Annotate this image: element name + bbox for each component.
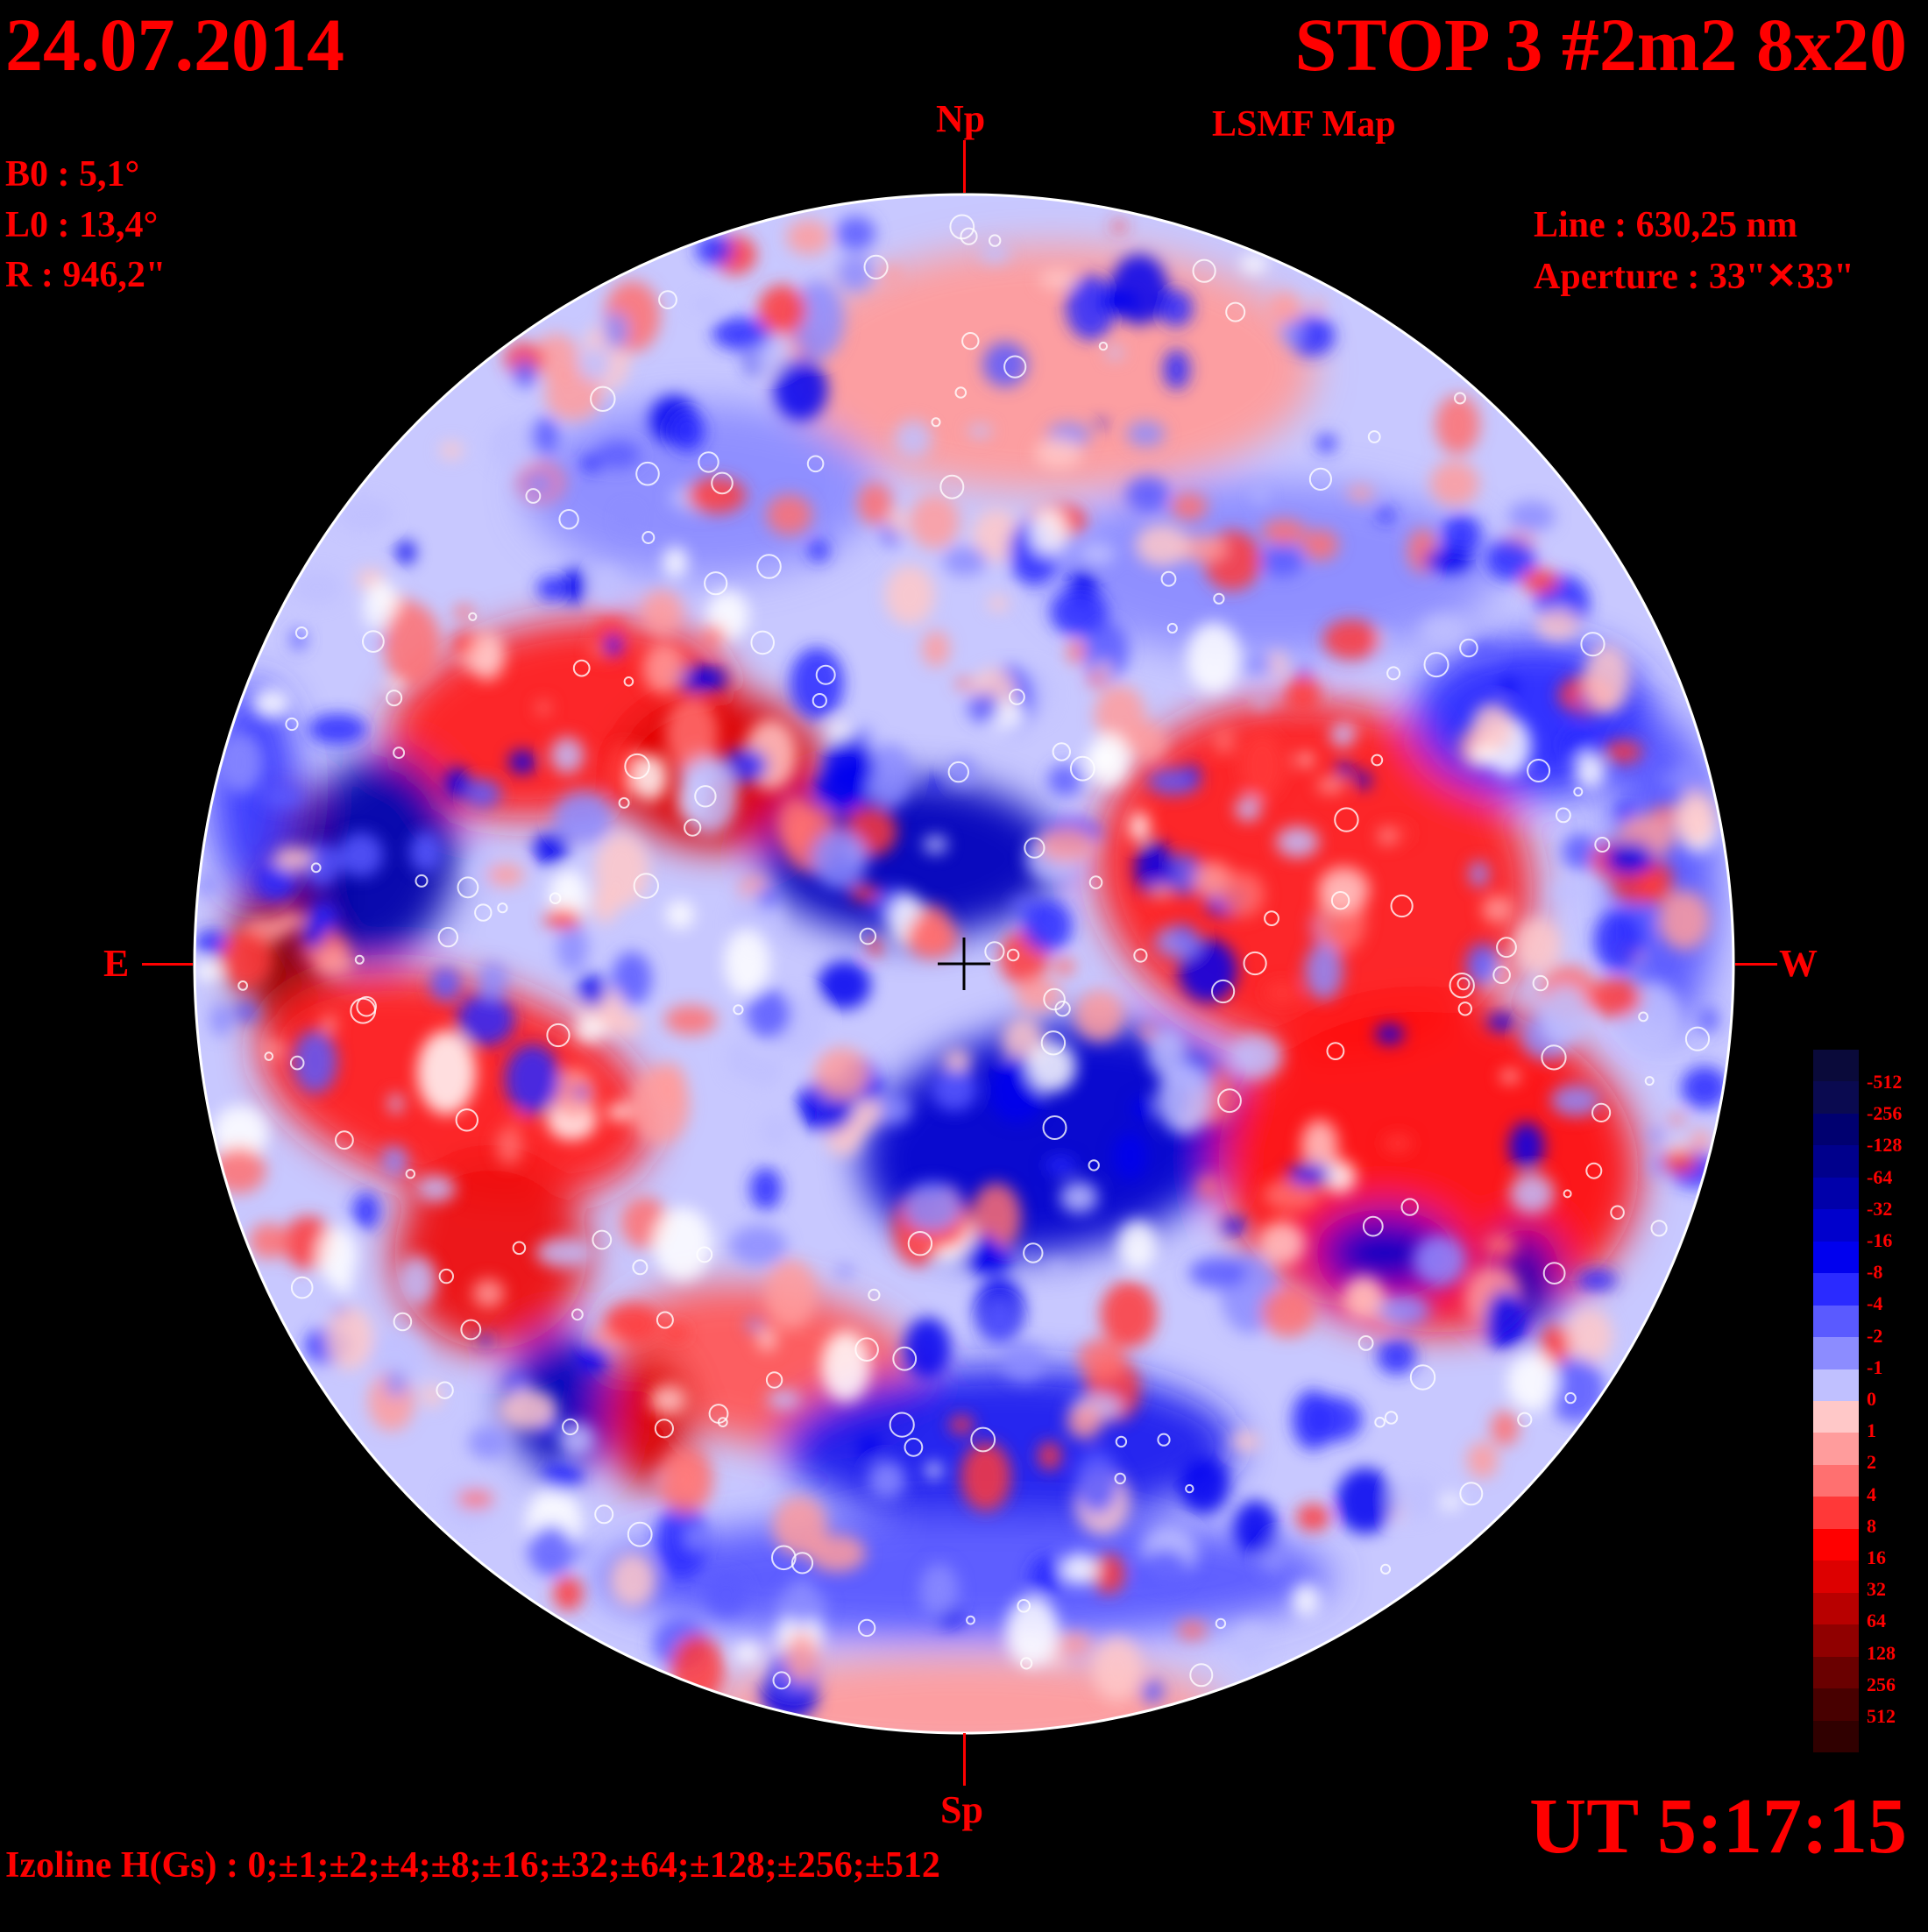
color-scale-swatch bbox=[1813, 1560, 1859, 1593]
color-scale-swatch bbox=[1813, 1688, 1859, 1721]
color-scale-swatch bbox=[1813, 1528, 1859, 1561]
color-scale-swatch bbox=[1813, 1656, 1859, 1689]
color-scale-swatch bbox=[1813, 1273, 1859, 1306]
color-scale-swatch bbox=[1813, 1305, 1859, 1338]
color-scale-label: -2 bbox=[1867, 1324, 1883, 1347]
map-subtitle: LSMF Map bbox=[1212, 104, 1396, 145]
map-title: STOP 3 #2m2 8x20 bbox=[1294, 3, 1907, 87]
param-l0: L0 : 13,4° bbox=[5, 205, 159, 245]
color-scale-swatch bbox=[1813, 1592, 1859, 1625]
north-pole-label: Np bbox=[936, 97, 986, 140]
color-scale-label: 64 bbox=[1867, 1610, 1886, 1632]
color-scale-swatch bbox=[1813, 1369, 1859, 1401]
color-scale-swatch bbox=[1813, 1433, 1859, 1465]
color-scale-swatch bbox=[1813, 1464, 1859, 1497]
color-scale-label: -8 bbox=[1867, 1261, 1883, 1284]
param-b0: B0 : 5,1° bbox=[5, 154, 140, 195]
color-scale-label: 1 bbox=[1867, 1419, 1876, 1442]
east-tick bbox=[142, 963, 193, 966]
color-scale-label: 2 bbox=[1867, 1451, 1876, 1474]
color-scale-swatch bbox=[1813, 1177, 1859, 1210]
color-scale-label: 256 bbox=[1867, 1673, 1896, 1695]
izoline-levels: Izoline H(Gs) : 0;±1;±2;±4;±8;±16;±32;±6… bbox=[5, 1845, 940, 1886]
color-scale-label: 128 bbox=[1867, 1641, 1896, 1664]
color-scale-label: -4 bbox=[1867, 1292, 1883, 1315]
west-label: W bbox=[1779, 942, 1818, 985]
color-scale-swatch bbox=[1813, 1050, 1859, 1082]
south-pole-label: Sp bbox=[940, 1788, 983, 1831]
color-scale-label: -512 bbox=[1867, 1071, 1903, 1093]
color-scale-label: -32 bbox=[1867, 1197, 1893, 1220]
color-scale-swatch bbox=[1813, 1081, 1859, 1114]
color-scale-swatch bbox=[1813, 1337, 1859, 1369]
color-scale-swatch bbox=[1813, 1400, 1859, 1433]
west-tick bbox=[1735, 963, 1777, 966]
color-scale-label: -256 bbox=[1867, 1102, 1903, 1125]
south-tick bbox=[963, 1733, 966, 1786]
color-scale-label: 32 bbox=[1867, 1578, 1886, 1601]
color-scale-swatch bbox=[1813, 1113, 1859, 1146]
color-scale-label: 4 bbox=[1867, 1483, 1876, 1505]
color-scale-label: 512 bbox=[1867, 1705, 1896, 1727]
param-radius: R : 946,2" bbox=[5, 255, 167, 295]
east-label: E bbox=[103, 942, 130, 985]
color-scale-swatch bbox=[1813, 1497, 1859, 1529]
universal-time: UT 5:17:15 bbox=[1529, 1783, 1907, 1870]
color-scale-label: -64 bbox=[1867, 1165, 1893, 1188]
color-scale-label: -1 bbox=[1867, 1355, 1883, 1378]
observation-date: 24.07.2014 bbox=[5, 3, 344, 87]
color-scale-swatch bbox=[1813, 1624, 1859, 1657]
north-tick bbox=[963, 140, 966, 193]
color-scale-label: 0 bbox=[1867, 1388, 1876, 1410]
color-scale-label: -16 bbox=[1867, 1229, 1893, 1251]
color-scale-label: 16 bbox=[1867, 1546, 1886, 1568]
color-scale-label: 8 bbox=[1867, 1514, 1876, 1537]
color-scale-label: -128 bbox=[1867, 1134, 1903, 1157]
color-scale-bar bbox=[1813, 1050, 1859, 1752]
color-scale-swatch bbox=[1813, 1720, 1859, 1752]
spectral-line: Line : 630,25 nm bbox=[1534, 205, 1798, 245]
color-scale-swatch bbox=[1813, 1209, 1859, 1242]
color-scale-swatch bbox=[1813, 1145, 1859, 1178]
field-speckles bbox=[195, 214, 1728, 1721]
color-scale-swatch bbox=[1813, 1241, 1859, 1274]
aperture-size: Aperture : 33"✕33" bbox=[1534, 257, 1854, 297]
